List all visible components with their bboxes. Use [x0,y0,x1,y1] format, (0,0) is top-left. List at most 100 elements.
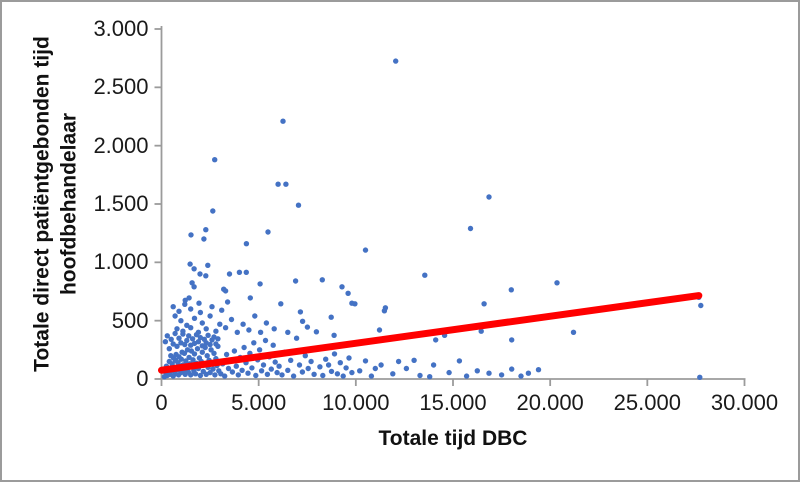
data-point [182,297,188,303]
data-point [201,236,207,242]
data-point [188,232,194,238]
data-point [509,337,515,343]
data-point [174,326,180,332]
data-point [346,355,352,361]
y-axis-title-line2: hoofdbehandelaar [58,112,81,296]
data-point [518,373,524,379]
data-point [417,372,423,379]
data-point [172,313,178,319]
data-point [481,301,487,307]
data-point [175,360,181,366]
data-point [474,368,480,374]
data-point [278,301,284,307]
data-point [257,281,263,287]
data-point [251,340,257,346]
data-point [362,358,369,364]
data-point [467,225,474,232]
data-point [224,299,231,305]
data-point [210,208,216,214]
data-point [390,371,396,377]
data-point [395,358,402,365]
data-point [325,362,332,368]
data-point [290,373,297,379]
data-point [188,372,194,378]
data-point [478,328,484,334]
data-point [339,284,345,290]
data-point [252,313,258,319]
data-point [197,309,204,316]
data-point [188,306,194,312]
data-point [554,280,560,286]
data-point [253,372,259,379]
data-point [319,277,325,283]
data-point [210,366,216,372]
data-point [203,273,209,279]
data-point [228,316,235,323]
data-point [193,332,200,338]
data-point [272,359,278,365]
data-point [697,374,703,380]
y-tick-label: 2.000 [93,132,149,158]
data-point [207,341,213,348]
data-point [209,304,215,310]
data-point [231,348,238,354]
data-point [403,365,410,372]
data-point [331,351,338,357]
data-point [247,295,253,301]
data-point [296,362,303,368]
y-tick-label: 500 [111,307,149,333]
data-point [486,370,492,376]
data-point [486,194,492,200]
data-point [260,362,267,368]
data-point [196,300,202,306]
data-point [225,365,232,372]
data-point [313,329,320,335]
data-point [234,329,240,335]
data-point [199,349,205,355]
data-point [352,301,358,307]
data-point [334,371,341,377]
data-point [264,371,271,377]
data-point [243,269,249,275]
data-point [180,331,186,337]
data-point [257,329,264,335]
data-point [186,354,192,361]
data-point [304,324,311,330]
data-point [372,365,378,372]
data-point [427,374,433,380]
data-point [340,373,346,379]
data-point [213,328,219,334]
x-tick-label: 0 [155,390,168,415]
data-point [207,313,213,319]
data-point [240,321,246,327]
data-point [233,363,239,369]
data-point [381,308,388,314]
data-point [456,358,463,364]
data-point [166,346,172,352]
data-point [191,266,197,272]
y-tick-label: 3.000 [93,16,149,41]
data-point [357,368,363,374]
data-point [279,372,285,378]
data-point [288,357,294,363]
y-tick-label: 2.500 [93,74,149,100]
data-point [182,341,188,348]
data-point [184,322,190,328]
data-point [199,320,205,326]
data-point [239,367,245,373]
data-point [176,335,182,341]
data-point [162,339,169,345]
data-point [265,229,271,235]
data-point [262,337,269,344]
data-point [535,367,542,373]
data-point [187,261,193,267]
data-point [172,330,178,337]
data-point [178,356,184,362]
data-point [328,368,335,375]
data-point [311,371,317,377]
data-point [213,341,219,347]
data-point [308,358,314,365]
data-point [297,309,304,315]
data-point [222,373,228,379]
data-point [299,318,306,324]
